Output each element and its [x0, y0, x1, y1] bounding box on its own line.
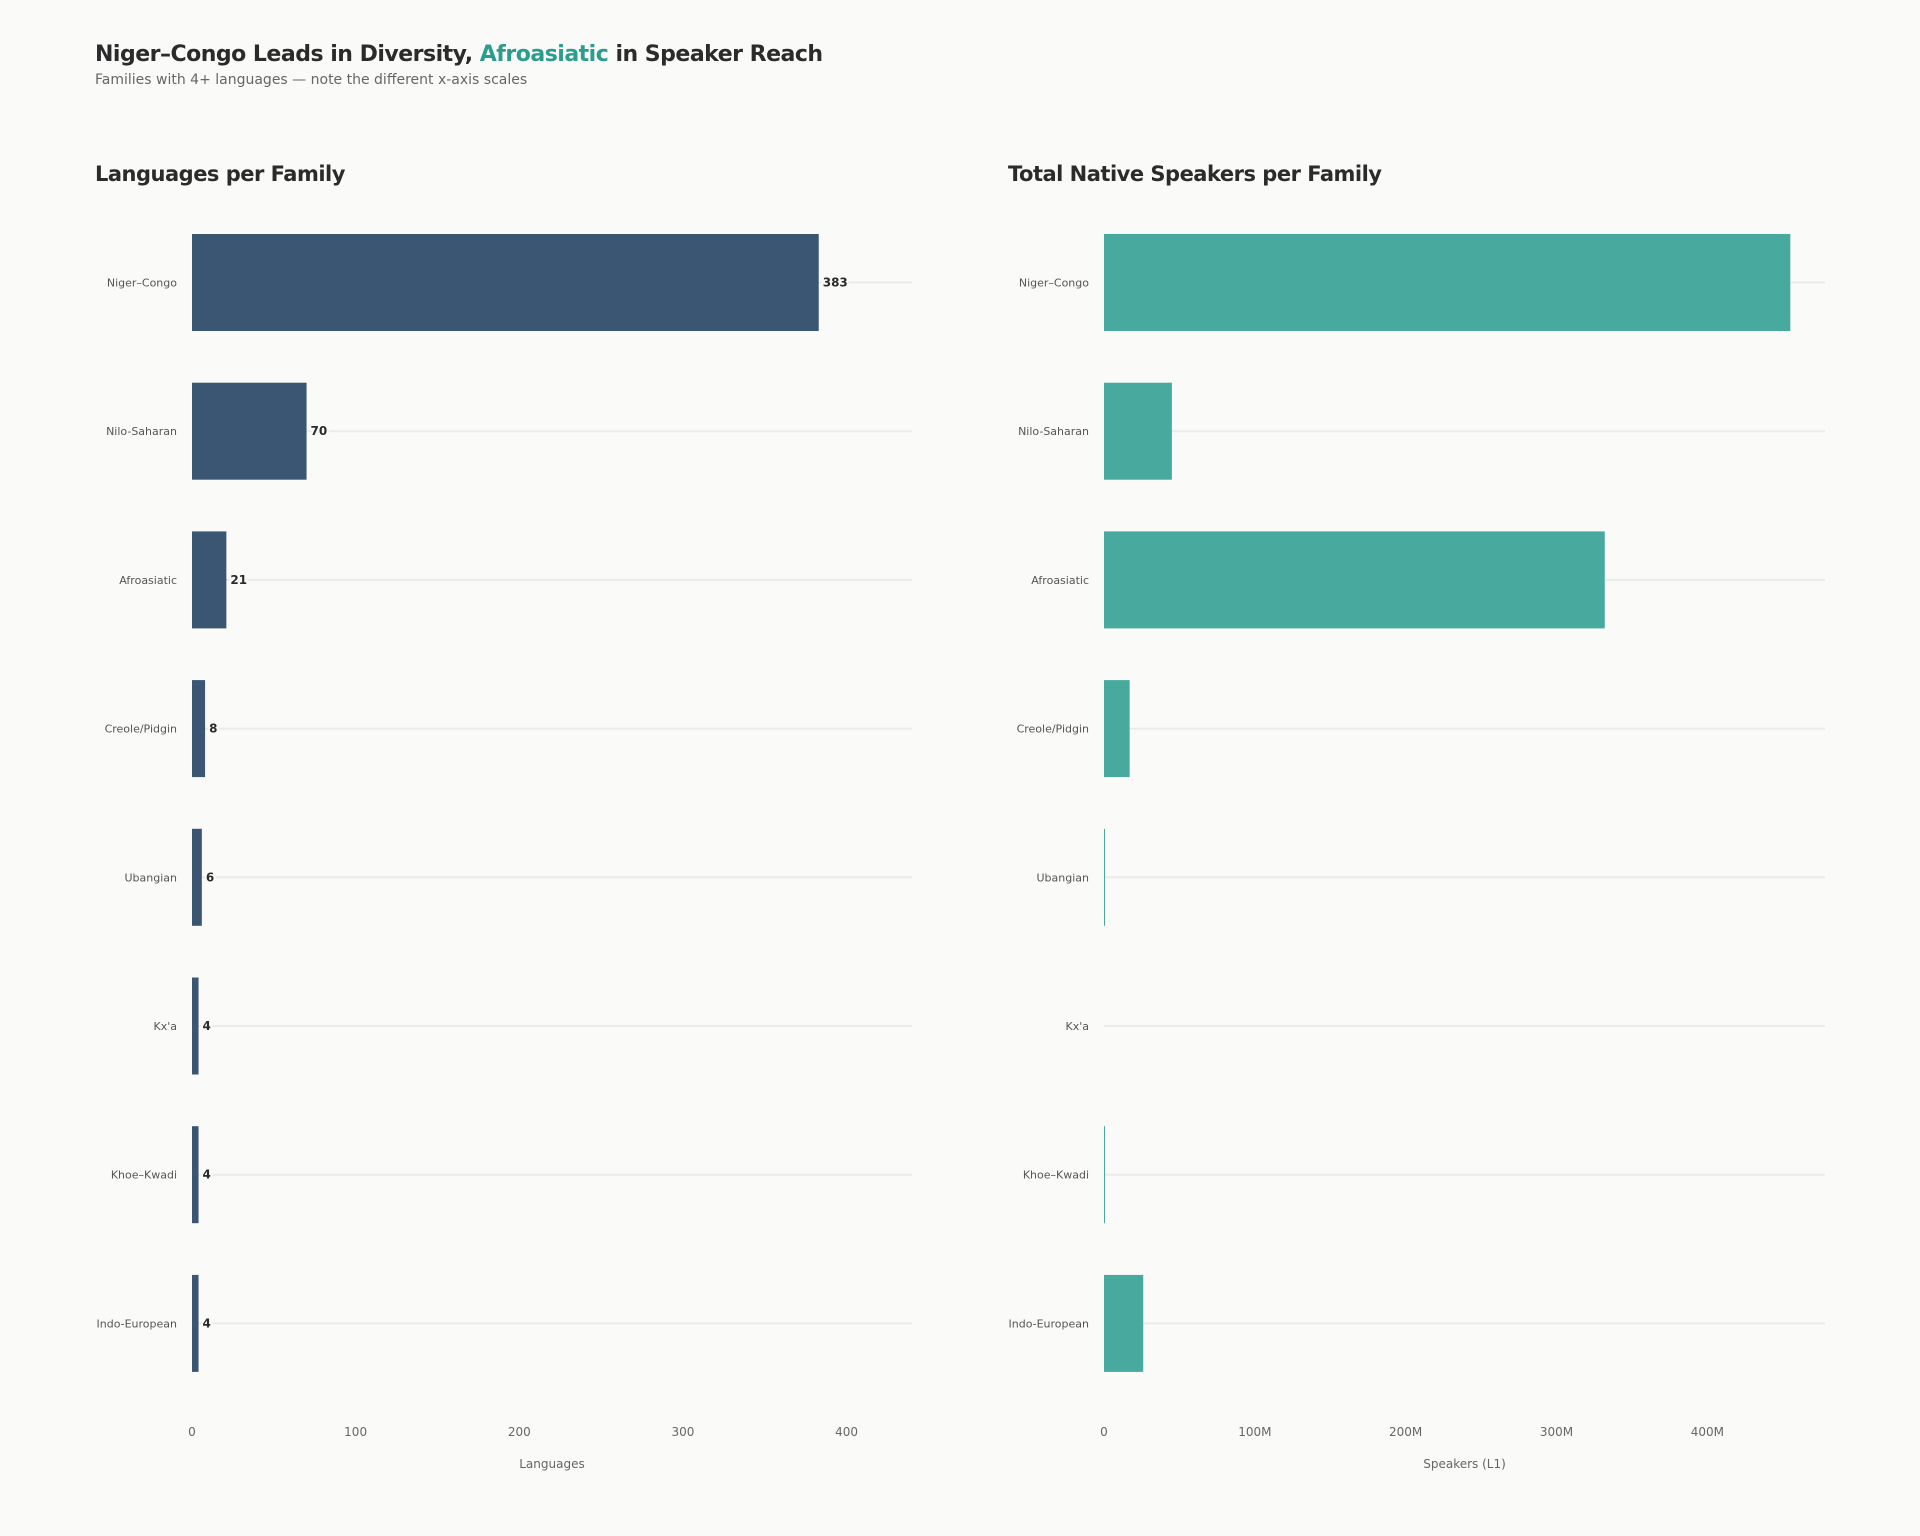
languages-category-label: Nilo-Saharan: [106, 425, 177, 438]
speakers-category-label: Kx'a: [1066, 1020, 1090, 1033]
speakers-x-tick-label: 200M: [1389, 1425, 1422, 1439]
languages-data-label: 70: [311, 424, 328, 438]
title-part1: Niger–Congo Leads in Diversity,: [95, 42, 480, 67]
speakers-x-tick-label: 0: [1100, 1425, 1108, 1439]
languages-x-tick-label: 100: [344, 1425, 367, 1439]
languages-data-label: 8: [209, 722, 217, 736]
languages-bar: [192, 1126, 199, 1224]
speakers-category-label: Ubangian: [1037, 871, 1090, 884]
languages-category-label: Afroasiatic: [119, 574, 177, 587]
speakers-x-tick-label: 400M: [1691, 1425, 1724, 1439]
languages-category-label: Kx'a: [154, 1020, 178, 1033]
languages-bar: [192, 1274, 199, 1372]
languages-data-label: 383: [823, 276, 848, 290]
languages-bar: [192, 680, 206, 778]
languages-data-label: 6: [206, 870, 214, 884]
languages-category-label: Khoe–Kwadi: [111, 1169, 177, 1182]
speakers-category-label: Niger–Congo: [1019, 277, 1089, 290]
speakers-category-label: Nilo-Saharan: [1018, 425, 1089, 438]
languages-category-label: Ubangian: [125, 871, 178, 884]
speakers-bar: [1104, 680, 1130, 778]
speakers-bar: [1104, 1126, 1105, 1224]
languages-data-label: 4: [203, 1019, 211, 1033]
languages-bar: [192, 382, 307, 480]
speakers-x-tick-label: 300M: [1540, 1425, 1573, 1439]
languages-data-label: 4: [203, 1168, 211, 1182]
languages-bar: [192, 531, 227, 629]
speakers-bar: [1104, 828, 1105, 926]
speakers-bar: [1104, 531, 1605, 629]
languages-category-label: Niger–Congo: [107, 277, 177, 290]
speakers-category-label: Afroasiatic: [1031, 574, 1089, 587]
speakers-bar: [1104, 382, 1172, 480]
chart-subtitle: Families with 4+ languages — note the di…: [95, 72, 528, 88]
languages-bar: [192, 828, 202, 926]
languages-x-tick-label: 300: [671, 1425, 694, 1439]
speakers-bar: [1104, 234, 1791, 331]
languages-x-axis-title: Languages: [519, 1457, 584, 1471]
languages-x-tick-label: 200: [508, 1425, 531, 1439]
languages-x-tick-label: 0: [188, 1425, 196, 1439]
languages-data-label: 4: [203, 1316, 211, 1330]
languages-panel-title: Languages per Family: [95, 162, 345, 186]
speakers-category-label: Indo-European: [1009, 1317, 1090, 1330]
chart-title: Niger–Congo Leads in Diversity, Afroasia…: [95, 42, 823, 67]
languages-bar: [192, 977, 199, 1075]
speakers-x-axis-title: Speakers (L1): [1423, 1457, 1506, 1471]
languages-data-label: 21: [230, 573, 247, 587]
speakers-panel-title: Total Native Speakers per Family: [1008, 162, 1382, 186]
speakers-bar: [1104, 1274, 1144, 1372]
languages-bar: [192, 234, 819, 331]
languages-category-label: Indo-European: [97, 1317, 178, 1330]
title-highlight: Afroasiatic: [479, 42, 609, 67]
speakers-category-label: Khoe–Kwadi: [1023, 1169, 1089, 1182]
speakers-x-tick-label: 100M: [1238, 1425, 1271, 1439]
languages-category-label: Creole/Pidgin: [105, 723, 177, 736]
title-part2: in Speaker Reach: [608, 42, 823, 67]
speakers-category-label: Creole/Pidgin: [1017, 723, 1089, 736]
languages-x-tick-label: 400: [835, 1425, 858, 1439]
